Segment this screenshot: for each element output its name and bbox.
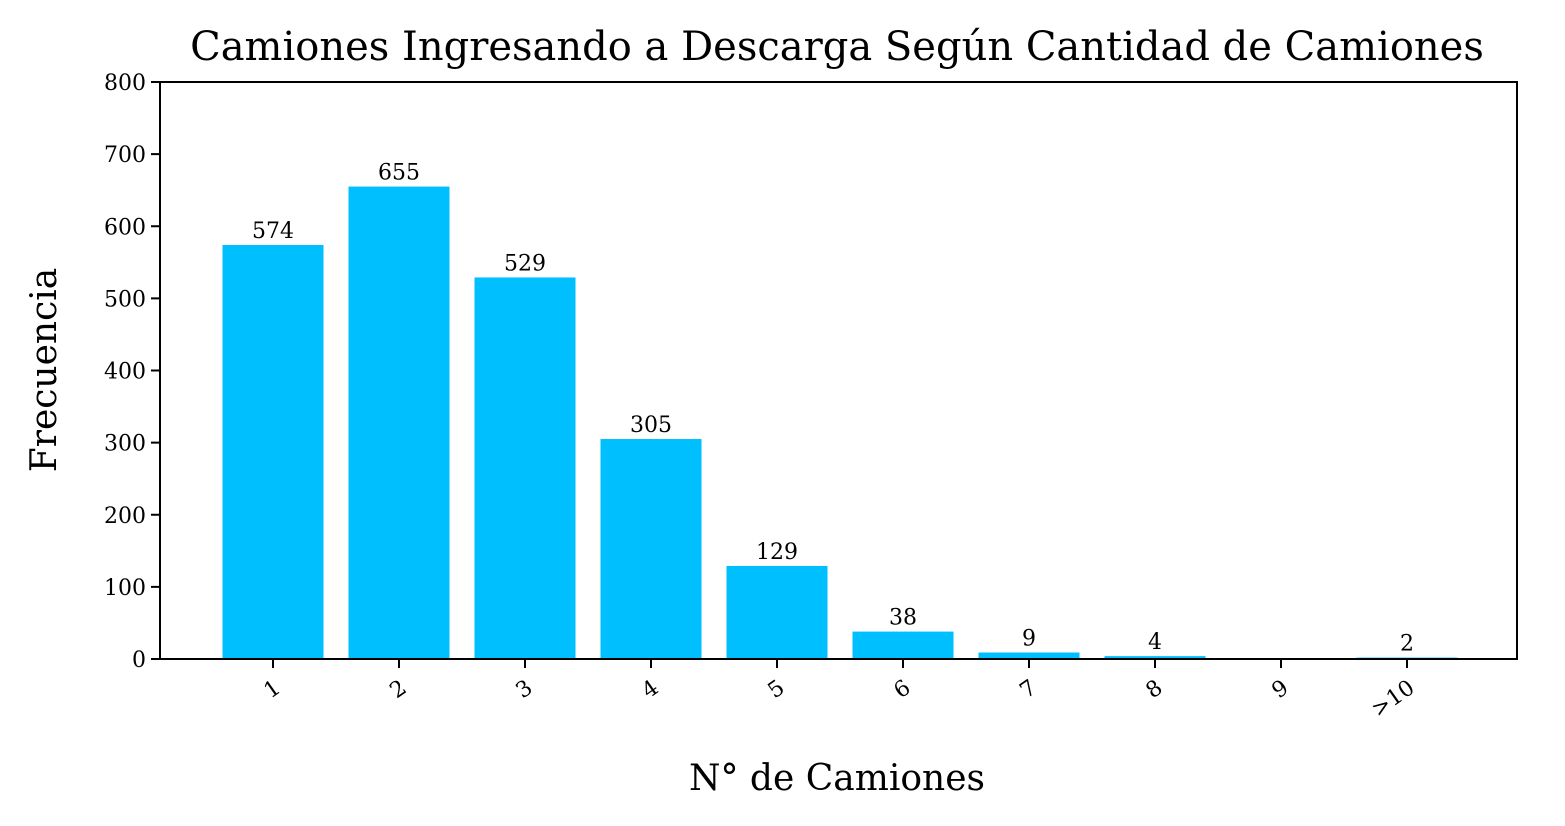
x-axis: 1 2 3 4 5 6 7 8 9 >10: [260, 659, 1419, 723]
x-tick-label-2: 2: [386, 675, 412, 704]
y-tick-label-200: 200: [104, 504, 146, 529]
y-tick-label-100: 100: [104, 576, 146, 601]
x-tick-label-8: 8: [1142, 675, 1168, 704]
bar-1: [222, 245, 324, 659]
y-axis-label: Frecuencia: [24, 268, 65, 472]
y-tick-label-400: 400: [104, 360, 146, 385]
y-tick-label-600: 600: [104, 215, 146, 240]
bar-5: [726, 565, 828, 659]
bar-2: [348, 186, 450, 660]
x-tick-label-3: 3: [512, 675, 538, 704]
data-label-10: 2: [1400, 632, 1414, 657]
y-tick-label-700: 700: [104, 143, 146, 168]
y-tick-label-0: 0: [132, 648, 146, 673]
x-tick-label-10: >10: [1367, 675, 1419, 722]
x-tick-label-7: 7: [1016, 675, 1042, 704]
chart-title: Camiones Ingresando a Descarga Según Can…: [190, 24, 1484, 70]
bar-7: [978, 652, 1080, 659]
data-label-3: 529: [504, 251, 546, 276]
data-label-8: 4: [1148, 630, 1162, 655]
x-tick-label-6: 6: [890, 675, 916, 704]
data-label-7: 9: [1022, 627, 1036, 652]
y-tick-label-300: 300: [104, 432, 146, 457]
x-tick-label-5: 5: [764, 675, 790, 704]
bar-6: [852, 631, 954, 659]
plot-frame: [159, 81, 1518, 660]
x-axis-label: N° de Camiones: [689, 758, 985, 799]
y-axis: 0 100 200 300 400 500 600 700 800: [104, 71, 160, 673]
y-tick-label-500: 500: [104, 287, 146, 312]
x-tick-label-9: 9: [1268, 675, 1294, 704]
x-tick-label-1: 1: [260, 675, 286, 704]
data-label-6: 38: [889, 606, 917, 631]
bars-group: 574 655 529 305 129 38 9 4 2: [222, 161, 1458, 660]
x-tick-label-4: 4: [638, 675, 664, 704]
data-label-4: 305: [630, 413, 672, 438]
bar-8: [1104, 656, 1206, 659]
data-label-5: 129: [756, 540, 798, 565]
bar-4: [600, 439, 702, 659]
data-label-2: 655: [378, 161, 420, 186]
data-label-1: 574: [252, 219, 294, 244]
y-tick-label-800: 800: [104, 71, 146, 96]
bar-3: [474, 277, 576, 659]
